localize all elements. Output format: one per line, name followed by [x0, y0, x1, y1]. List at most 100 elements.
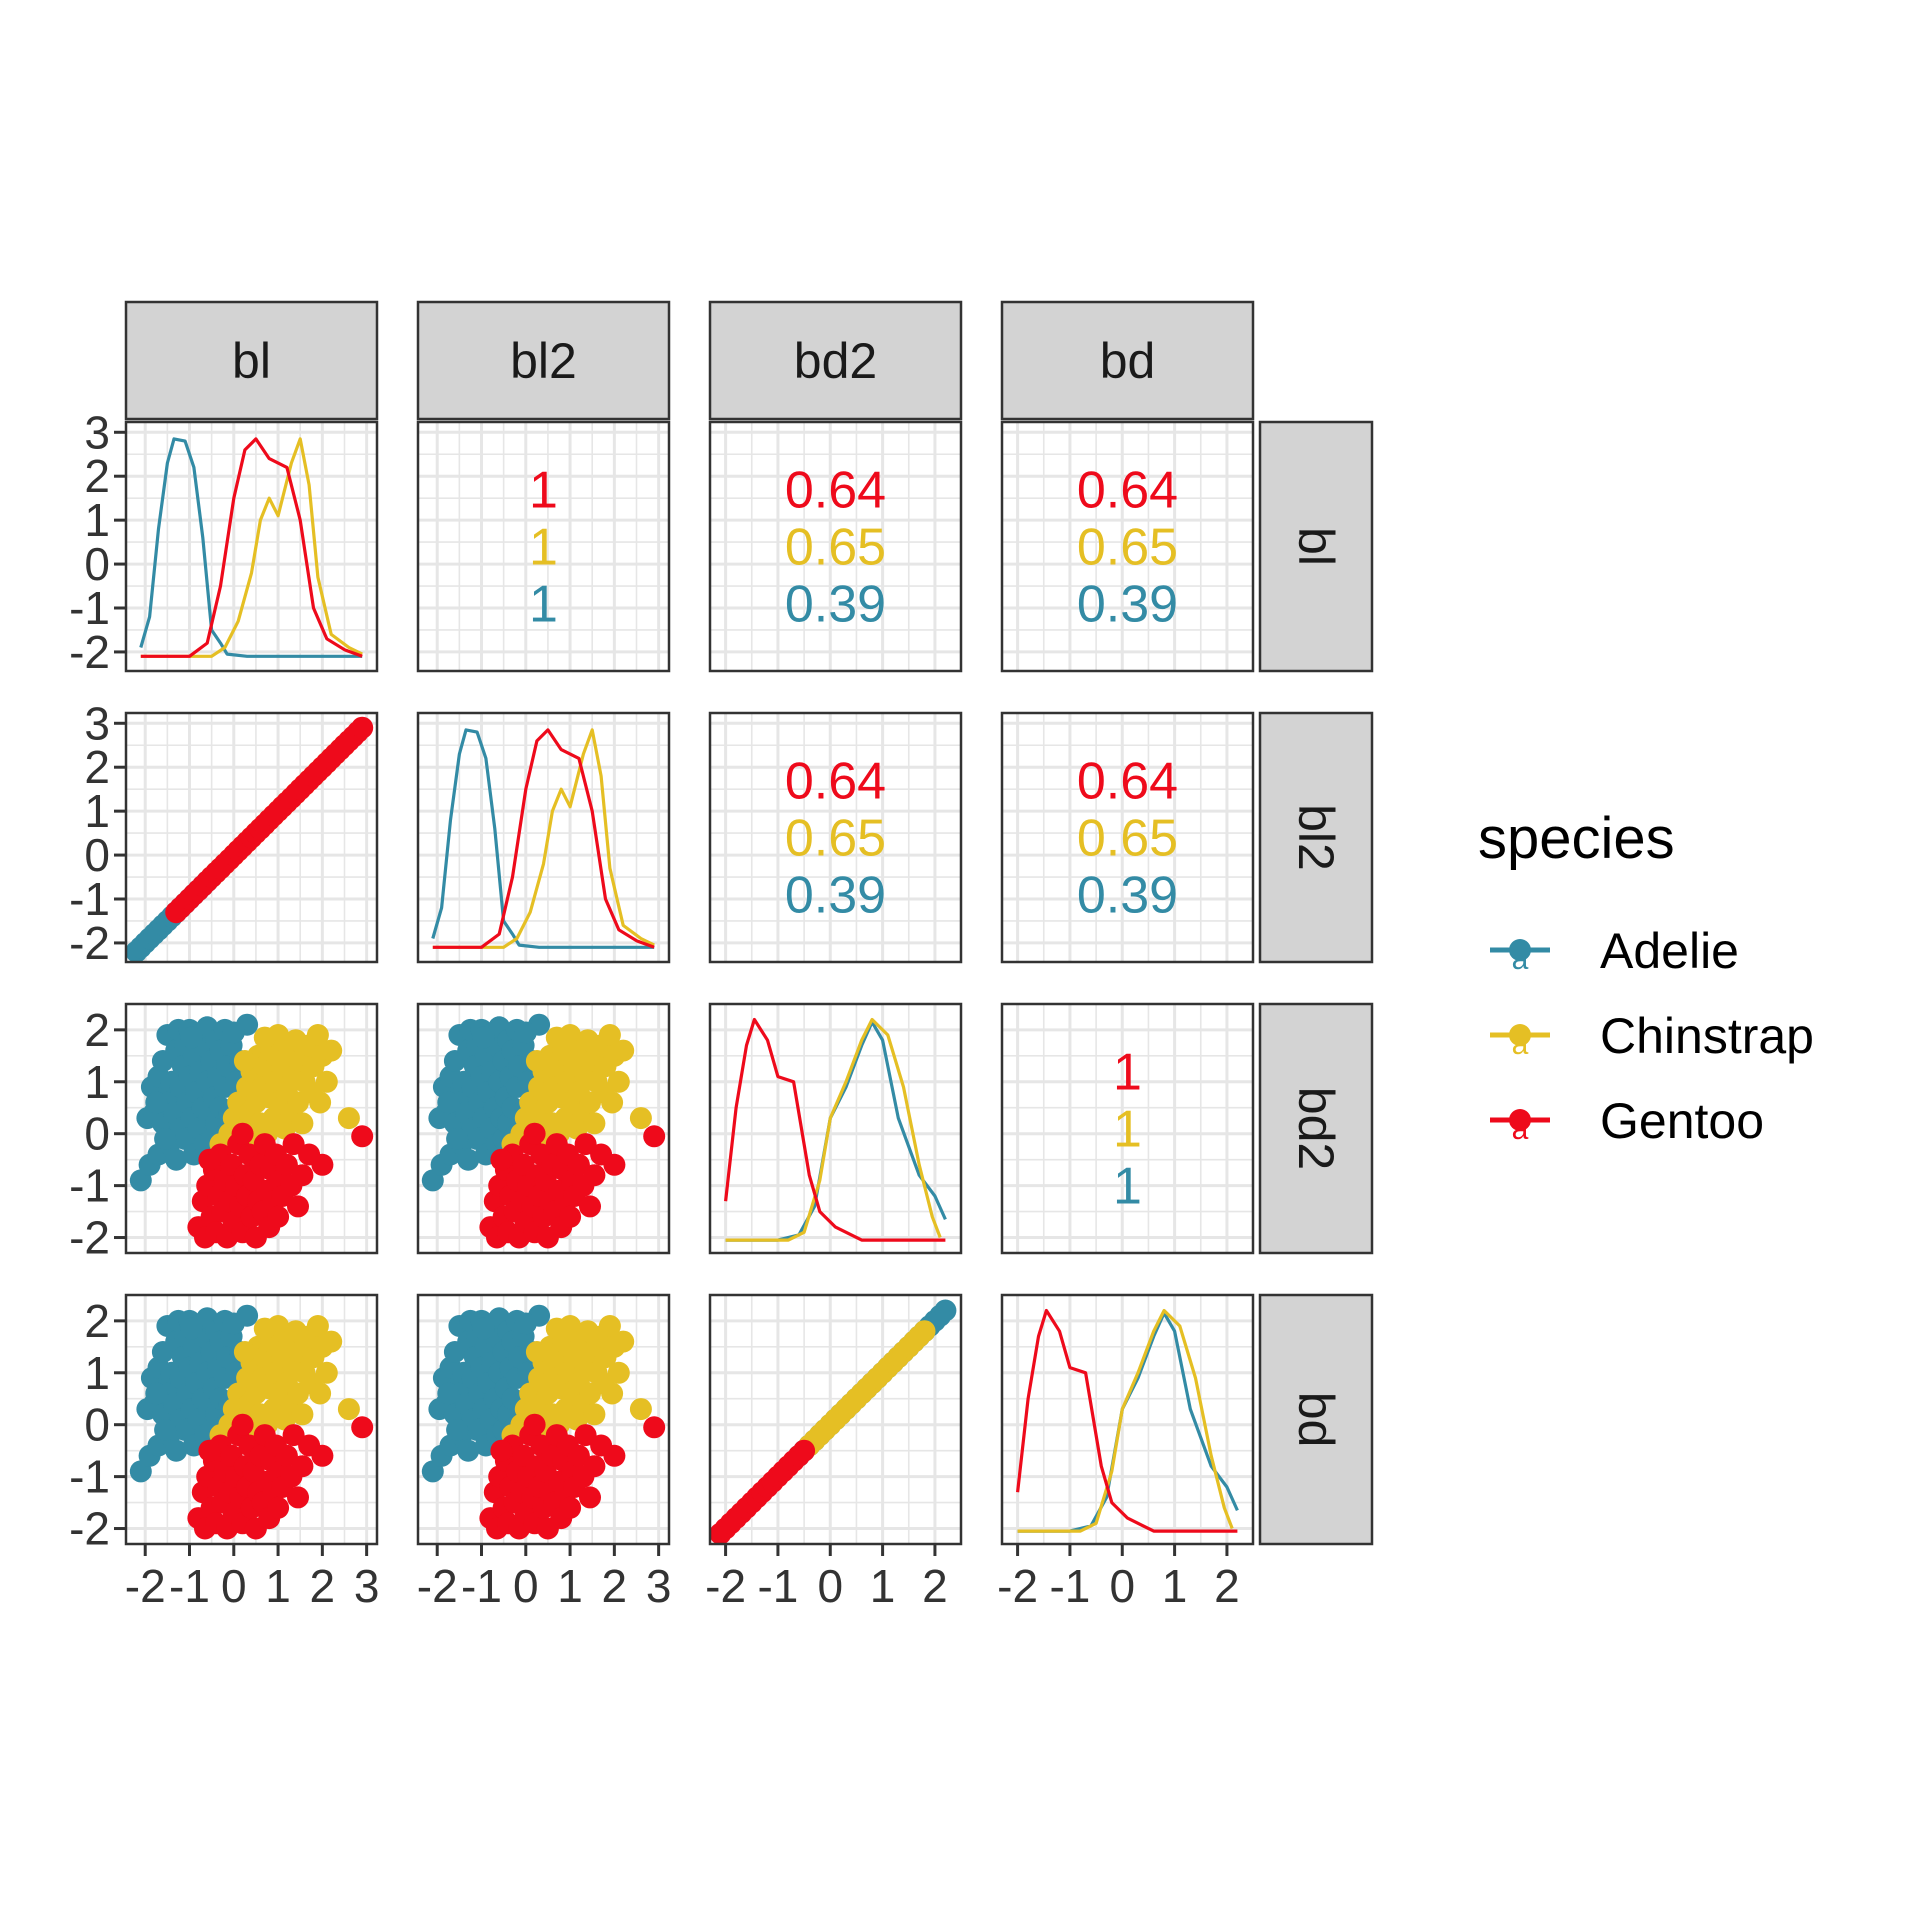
- data-point-adelie: [165, 1148, 188, 1171]
- data-point-gentoo: [287, 1195, 309, 1218]
- data-point-chinstrap: [309, 1382, 332, 1405]
- data-point-gentoo: [267, 1205, 290, 1228]
- row-strip-bl2: bl2: [1258, 711, 1374, 964]
- scatter-points: [125, 716, 374, 963]
- legend-key-point: [1509, 939, 1531, 961]
- data-point-chinstrap: [291, 1112, 314, 1135]
- panel-border: [416, 1002, 671, 1255]
- data-point-adelie: [154, 1418, 177, 1441]
- y-tick-label: 1: [84, 494, 110, 546]
- panel-bd-bl: [124, 1293, 379, 1546]
- x-tick-label: 0: [817, 1560, 843, 1612]
- x-tick-label: 1: [870, 1560, 896, 1612]
- scatter-points: [421, 1013, 666, 1249]
- column-strip-bl: bl: [124, 300, 379, 421]
- y-axis-bd2: 210-1-2: [69, 1004, 126, 1264]
- panel-border: [416, 711, 671, 964]
- panel-border: [124, 1293, 379, 1546]
- correlation-value-gentoo: 1: [529, 462, 558, 520]
- density-curve-chinstrap: [432, 728, 655, 949]
- x-tick-label: 1: [265, 1560, 291, 1612]
- legend-label: Adelie: [1600, 923, 1739, 979]
- panel-bl2-bd2: [708, 711, 963, 964]
- data-point-chinstrap: [545, 1026, 568, 1049]
- panel-border: [124, 1002, 379, 1255]
- data-point-gentoo: [198, 1148, 221, 1171]
- data-point-chinstrap: [253, 1026, 276, 1049]
- density-curve-chinstrap: [725, 1017, 942, 1242]
- data-point-gentoo: [490, 1148, 513, 1171]
- data-point-adelie: [222, 1021, 245, 1044]
- correlation-bl-bl2: 111: [529, 462, 558, 634]
- row-strip-box: [1258, 711, 1374, 964]
- panel-grid: [710, 422, 961, 671]
- data-point-chinstrap: [598, 1024, 621, 1046]
- data-point-adelie: [457, 1439, 480, 1462]
- scatter-points: [421, 1304, 666, 1540]
- x-tick-label: 2: [310, 1560, 336, 1612]
- data-point-gentoo: [583, 1455, 606, 1478]
- x-tick-label: -2: [125, 1560, 166, 1612]
- data-point-gentoo: [351, 1416, 374, 1439]
- data-point-chinstrap: [253, 1317, 276, 1340]
- panel-border: [1000, 1293, 1255, 1546]
- density-curve-gentoo: [724, 1017, 946, 1242]
- data-point-chinstrap: [306, 1024, 329, 1046]
- y-axis-bd: 210-1-2: [69, 1295, 126, 1555]
- panel-bd2-bd2: [708, 1002, 963, 1255]
- data-point-gentoo: [275, 1153, 298, 1176]
- data-point-gentoo: [490, 1439, 513, 1462]
- column-strip-bl2: bl2: [416, 300, 671, 421]
- data-point-chinstrap: [612, 1039, 635, 1062]
- panel-grid: [1002, 713, 1253, 962]
- x-axis-bd2: -2 -1 0 1 2: [705, 1544, 948, 1612]
- density-curve-gentoo: [140, 437, 363, 658]
- data-point-chinstrap: [233, 1050, 256, 1072]
- correlation-value-adelie: 1: [1113, 1158, 1142, 1216]
- correlation-value-chinstrap: 0.65: [785, 810, 886, 868]
- panel-background: [418, 713, 669, 962]
- data-point-adelie: [446, 1127, 469, 1150]
- data-point-chinstrap: [598, 1315, 621, 1337]
- correlation-value-gentoo: 0.64: [1077, 462, 1178, 520]
- data-point-gentoo: [231, 1413, 254, 1436]
- density-curve-chinstrap: [140, 437, 363, 658]
- panel-bd-bl2: [416, 1293, 671, 1546]
- x-tick-label: 2: [602, 1560, 628, 1612]
- column-strip-label: bl2: [510, 333, 577, 389]
- correlation-bd2-bd: 111: [1113, 1044, 1142, 1216]
- data-point-chinstrap: [337, 1398, 360, 1421]
- column-strip-bd: bd: [1000, 300, 1255, 421]
- y-tick-label: 2: [84, 1004, 110, 1056]
- legend-key-text: a: [1512, 1113, 1529, 1146]
- data-point-gentoo: [567, 1444, 590, 1467]
- panel-border: [416, 420, 671, 673]
- data-point-gentoo: [287, 1486, 309, 1509]
- correlation-value-adelie: 0.39: [1077, 576, 1178, 634]
- legend-title: species: [1478, 806, 1675, 871]
- y-tick-label: 2: [84, 741, 110, 793]
- legend-label: Chinstrap: [1600, 1008, 1814, 1064]
- x-tick-label: -2: [417, 1560, 458, 1612]
- data-point-chinstrap: [320, 1330, 343, 1353]
- legend-label: Gentoo: [1600, 1093, 1764, 1149]
- data-point-adelie: [514, 1312, 537, 1335]
- y-tick-label: 3: [84, 406, 110, 458]
- data-point-chinstrap: [607, 1361, 630, 1384]
- data-point-chinstrap: [601, 1382, 624, 1405]
- data-point-gentoo: [793, 1439, 816, 1462]
- density-curve-chinstrap: [1017, 1308, 1234, 1533]
- y-tick-label: -2: [69, 917, 110, 969]
- correlation-bl-bd: 0.640.650.39: [1077, 462, 1178, 634]
- panel-border: [124, 711, 379, 964]
- data-point-adelie: [437, 1382, 460, 1405]
- legend-entry-adelie: a Adelie: [1490, 923, 1739, 979]
- correlation-value-chinstrap: 1: [529, 519, 558, 577]
- data-point-gentoo: [311, 1153, 334, 1176]
- row-strip-label: bl2: [1288, 804, 1344, 871]
- x-tick-label: 0: [513, 1560, 539, 1612]
- panel-bd2-bd: [1000, 1002, 1255, 1255]
- data-point-gentoo: [275, 1444, 298, 1467]
- data-point-adelie: [154, 1127, 177, 1150]
